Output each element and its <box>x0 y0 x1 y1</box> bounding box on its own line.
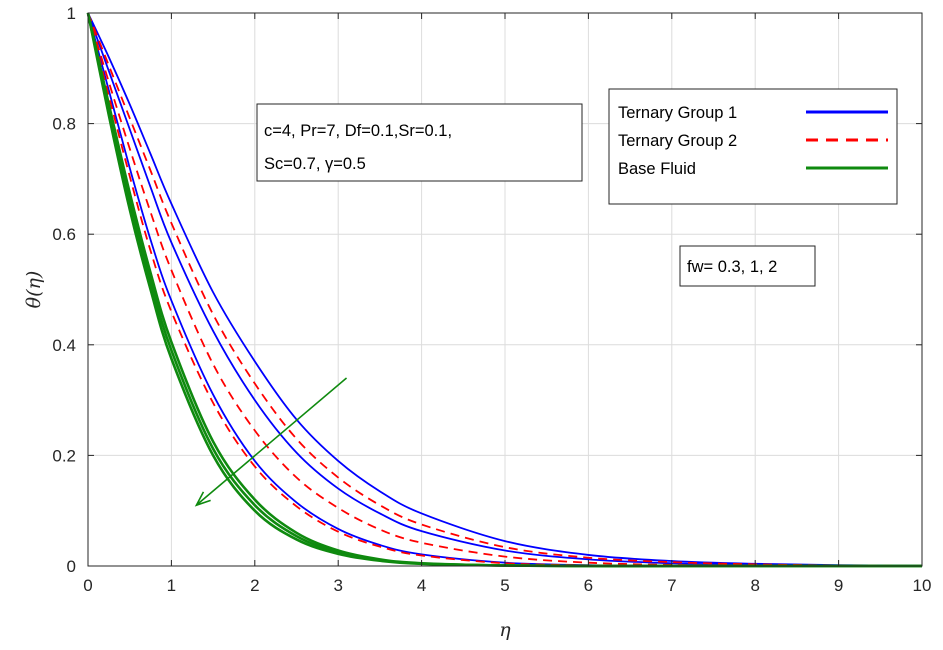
legend-label: Ternary Group 1 <box>618 104 737 122</box>
x-tick-label: 4 <box>417 576 426 595</box>
fw-annotation: fw= 0.3, 1, 2 <box>679 245 816 287</box>
series-line <box>87 12 923 567</box>
direction-arrow <box>194 377 348 507</box>
x-tick-label: 2 <box>250 576 259 595</box>
y-tick-label: 0.4 <box>52 336 76 355</box>
x-tick-label: 9 <box>834 576 843 595</box>
series-line <box>87 12 922 567</box>
y-tick-labels: 0 0.2 0.4 0.6 0.8 1 <box>52 4 76 576</box>
y-tick-label: 1 <box>67 4 76 23</box>
y-tick-label: 0.2 <box>52 446 76 465</box>
x-tick-label: 0 <box>83 576 92 595</box>
x-tick-label: 3 <box>333 576 342 595</box>
legend-label: Ternary Group 2 <box>618 132 737 150</box>
x-tick-label: 1 <box>167 576 176 595</box>
x-axis-label: η <box>499 619 511 641</box>
fw-box <box>679 245 816 287</box>
ticks <box>87 12 923 567</box>
parameter-line: c=4, Pr=7, Df=0.1,Sr=0.1, <box>264 122 452 140</box>
parameter-annotation: c=4, Pr=7, Df=0.1,Sr=0.1, Sc=0.7, γ=0.5 <box>256 103 583 182</box>
arrow-head <box>194 491 211 507</box>
legend-box <box>608 88 898 205</box>
x-tick-label: 7 <box>667 576 676 595</box>
fw-label: fw= 0.3, 1, 2 <box>687 258 777 276</box>
x-tick-labels: 0 1 2 3 4 5 6 7 8 9 10 <box>83 576 931 595</box>
x-tick-label: 5 <box>500 576 509 595</box>
legend: Ternary Group 1 Ternary Group 2 Base Fluid <box>608 88 898 205</box>
y-tick-label: 0.8 <box>52 115 76 134</box>
parameter-box <box>256 103 583 182</box>
arrow-shaft <box>195 377 348 506</box>
y-axis-label: θ(η) <box>23 271 45 309</box>
y-tick-label: 0.6 <box>52 225 76 244</box>
x-tick-label: 6 <box>584 576 593 595</box>
parameter-line: Sc=0.7, γ=0.5 <box>264 155 366 173</box>
x-tick-label: 10 <box>913 576 932 595</box>
x-tick-label: 8 <box>750 576 759 595</box>
legend-label: Base Fluid <box>618 160 696 178</box>
y-tick-label: 0 <box>67 557 76 576</box>
